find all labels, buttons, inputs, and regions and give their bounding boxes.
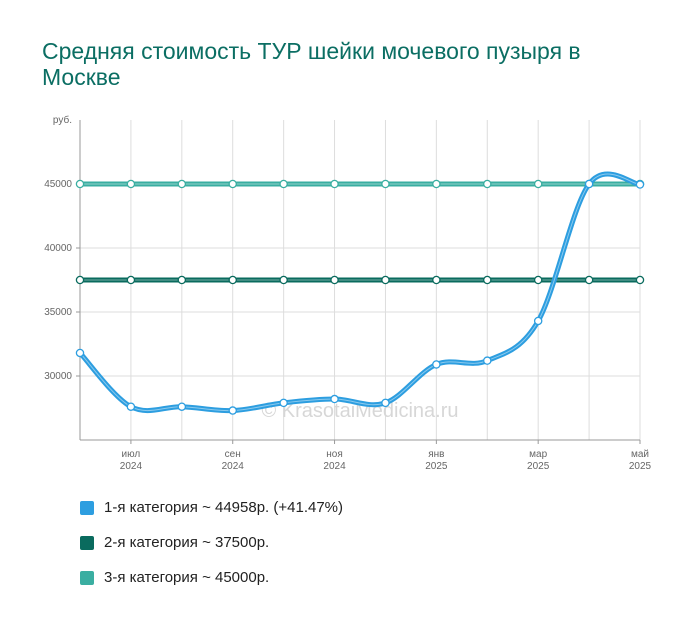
x-tick-month: ноя: [326, 449, 343, 460]
series-2-point: [432, 275, 441, 285]
x-tick-month: июл: [122, 449, 141, 460]
series-layer: [75, 171, 645, 415]
legend-item-2[interactable]: 2-я категория ~ 37500р.: [80, 525, 343, 560]
tick-labels: 30000350004000045000руб.июл2024сен2024но…: [44, 114, 651, 472]
series-2-point: [533, 275, 543, 285]
series-2-point: [381, 275, 390, 285]
series-line-1: [77, 171, 643, 414]
series-1-point: [126, 402, 136, 411]
series-1-point: [533, 316, 543, 326]
series-3-point: [483, 179, 492, 189]
legend: 1-я категория ~ 44958р. (+41.47%) 2-я ка…: [80, 490, 343, 595]
series-3-point: [279, 179, 288, 189]
x-tick-year: 2024: [323, 461, 346, 472]
watermark: © KrasotaiMedicina.ru: [261, 400, 458, 422]
series-2-point: [584, 275, 594, 285]
x-tick-month: янв: [428, 449, 444, 460]
legend-label-3: 3-я категория ~ 45000р.: [104, 569, 270, 586]
series-1-point: [381, 398, 390, 408]
x-tick-year: 2024: [120, 461, 143, 472]
series-1-point: [228, 406, 237, 415]
legend-item-1[interactable]: 1-я категория ~ 44958р. (+41.47%): [80, 490, 343, 525]
series-2-point: [330, 275, 339, 285]
series-3-point: [75, 179, 85, 189]
legend-label-2: 2-я категория ~ 37500р.: [104, 534, 270, 551]
legend-swatch-2: [80, 535, 94, 550]
series-2-point: [279, 275, 288, 285]
legend-swatch-1: [80, 500, 94, 515]
x-tick-month: мар: [529, 449, 547, 460]
x-tick-year: 2025: [527, 461, 550, 472]
series-3-point: [330, 179, 339, 189]
y-tick-label: 35000: [44, 307, 72, 318]
legend-swatch-3: [80, 570, 94, 585]
series-3-point: [126, 179, 136, 189]
series-2-point: [126, 275, 136, 285]
series-1-point: [330, 394, 339, 404]
series-1-point: [635, 180, 645, 189]
legend-label-1: 1-я категория ~ 44958р. (+41.47%): [104, 499, 344, 516]
series-3-point: [533, 179, 543, 189]
series-2-point: [177, 275, 187, 285]
series-1-point: [584, 179, 594, 189]
series-3-point: [381, 179, 390, 189]
series-1-point: [75, 348, 85, 358]
series-2-point: [75, 275, 85, 285]
x-tick-month: сен: [225, 449, 241, 460]
series-1-point: [483, 356, 492, 365]
series-1-point: [432, 360, 441, 369]
x-tick-month: май: [631, 449, 649, 460]
x-tick-year: 2024: [222, 461, 245, 472]
series-3-point: [177, 179, 187, 189]
series-1-point: [279, 398, 288, 408]
series-line-highlight-1: [79, 173, 641, 412]
y-axis-unit: руб.: [53, 114, 72, 126]
y-tick-label: 40000: [44, 243, 72, 254]
chart-title: Средняя стоимость ТУР шейки мочевого пуз…: [42, 38, 581, 90]
y-tick-label: 30000: [44, 371, 72, 382]
series-2-point: [483, 275, 492, 285]
series-2-point: [635, 275, 645, 285]
series-2-point: [228, 275, 237, 285]
legend-item-3[interactable]: 3-я категория ~ 45000р.: [80, 560, 343, 595]
series-1-point: [177, 402, 187, 411]
x-tick-year: 2025: [425, 461, 448, 472]
y-tick-label: 45000: [44, 179, 72, 190]
series-3-point: [228, 179, 237, 189]
x-tick-year: 2025: [629, 461, 652, 472]
series-3-point: [432, 179, 441, 189]
